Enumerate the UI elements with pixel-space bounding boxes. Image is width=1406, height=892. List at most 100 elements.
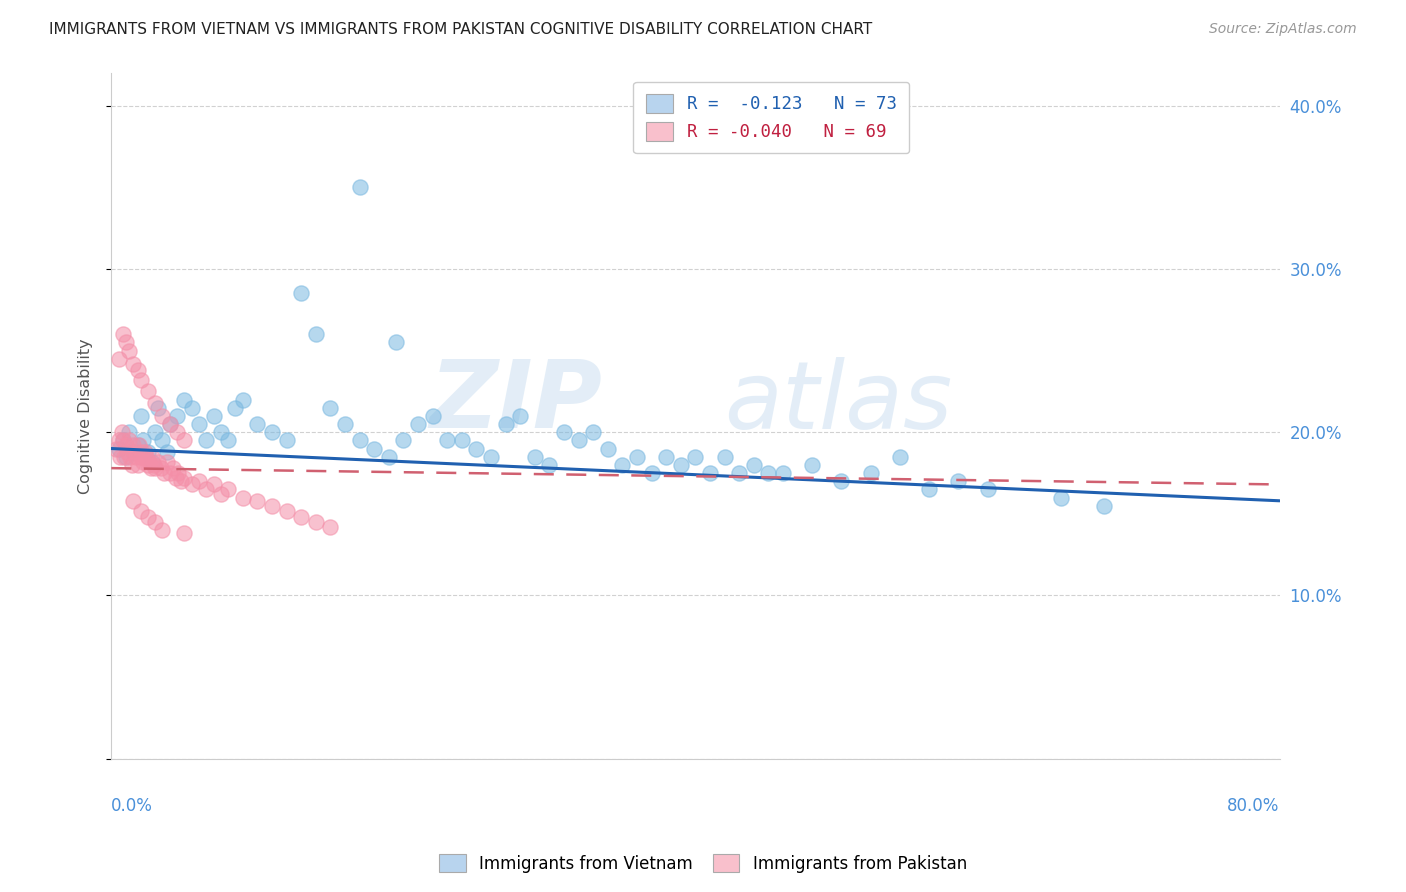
Point bbox=[392, 434, 415, 448]
Point bbox=[118, 425, 141, 440]
Point bbox=[889, 450, 911, 464]
Point bbox=[104, 442, 127, 456]
Point bbox=[728, 466, 751, 480]
Point bbox=[669, 458, 692, 472]
Point bbox=[122, 357, 145, 371]
Point bbox=[143, 425, 166, 440]
Point bbox=[152, 523, 174, 537]
Point bbox=[143, 515, 166, 529]
Point bbox=[122, 493, 145, 508]
Point bbox=[120, 450, 142, 464]
Point bbox=[349, 434, 371, 448]
Point bbox=[538, 458, 561, 472]
Point bbox=[596, 442, 619, 456]
Y-axis label: Cognitive Disability: Cognitive Disability bbox=[79, 338, 93, 493]
Point bbox=[115, 450, 138, 464]
Point bbox=[141, 454, 163, 468]
Point bbox=[173, 526, 195, 541]
Point bbox=[115, 438, 138, 452]
Point bbox=[143, 396, 166, 410]
Point bbox=[136, 510, 159, 524]
Point bbox=[385, 335, 408, 350]
Point bbox=[173, 471, 195, 485]
Text: atlas: atlas bbox=[724, 357, 952, 448]
Point bbox=[122, 438, 145, 452]
Point bbox=[232, 392, 254, 407]
Point bbox=[156, 454, 179, 468]
Point bbox=[136, 384, 159, 399]
Point bbox=[209, 425, 232, 440]
Point bbox=[156, 445, 179, 459]
Point bbox=[685, 450, 707, 464]
Point bbox=[349, 180, 371, 194]
Point bbox=[553, 425, 575, 440]
Point bbox=[143, 461, 166, 475]
Point bbox=[114, 450, 136, 464]
Point bbox=[378, 450, 401, 464]
Legend: Immigrants from Vietnam, Immigrants from Pakistan: Immigrants from Vietnam, Immigrants from… bbox=[432, 847, 974, 880]
Point bbox=[202, 477, 225, 491]
Point bbox=[195, 434, 218, 448]
Point bbox=[118, 343, 141, 358]
Point bbox=[948, 474, 970, 488]
Point bbox=[495, 417, 517, 431]
Text: ZIP: ZIP bbox=[429, 356, 602, 448]
Point bbox=[209, 487, 232, 501]
Point bbox=[626, 450, 648, 464]
Point bbox=[173, 434, 195, 448]
Point bbox=[153, 466, 176, 480]
Point bbox=[111, 434, 134, 448]
Point bbox=[859, 466, 882, 480]
Point bbox=[135, 450, 157, 464]
Point bbox=[125, 450, 148, 464]
Point bbox=[108, 450, 131, 464]
Point bbox=[131, 445, 153, 459]
Point bbox=[290, 286, 312, 301]
Point bbox=[149, 461, 172, 475]
Point bbox=[142, 458, 165, 472]
Point bbox=[107, 434, 129, 448]
Point bbox=[976, 483, 998, 497]
Point bbox=[260, 425, 283, 440]
Point bbox=[110, 425, 132, 440]
Point bbox=[612, 458, 634, 472]
Point bbox=[830, 474, 852, 488]
Point bbox=[107, 351, 129, 366]
Point bbox=[152, 409, 174, 423]
Point bbox=[173, 392, 195, 407]
Point bbox=[127, 458, 149, 472]
Point bbox=[134, 445, 156, 459]
Point bbox=[127, 363, 149, 377]
Point bbox=[132, 434, 155, 448]
Point bbox=[118, 434, 141, 448]
Point bbox=[107, 442, 129, 456]
Point bbox=[260, 499, 283, 513]
Point bbox=[117, 445, 139, 459]
Point bbox=[465, 442, 488, 456]
Text: Source: ZipAtlas.com: Source: ZipAtlas.com bbox=[1209, 22, 1357, 37]
Point bbox=[319, 401, 342, 415]
Point bbox=[918, 483, 941, 497]
Point bbox=[136, 458, 159, 472]
Point bbox=[138, 454, 160, 468]
Point bbox=[136, 445, 159, 459]
Point bbox=[479, 450, 502, 464]
Point bbox=[582, 425, 605, 440]
Point bbox=[180, 477, 202, 491]
Point bbox=[124, 445, 146, 459]
Point bbox=[742, 458, 765, 472]
Point bbox=[111, 434, 134, 448]
Point bbox=[159, 466, 181, 480]
Point bbox=[305, 327, 328, 342]
Point bbox=[139, 461, 162, 475]
Point bbox=[801, 458, 824, 472]
Point bbox=[333, 417, 356, 431]
Point bbox=[363, 442, 385, 456]
Point bbox=[217, 483, 239, 497]
Point bbox=[224, 401, 246, 415]
Point bbox=[217, 434, 239, 448]
Point bbox=[122, 445, 145, 459]
Point bbox=[758, 466, 780, 480]
Text: 0.0%: 0.0% bbox=[111, 797, 153, 814]
Point bbox=[115, 335, 138, 350]
